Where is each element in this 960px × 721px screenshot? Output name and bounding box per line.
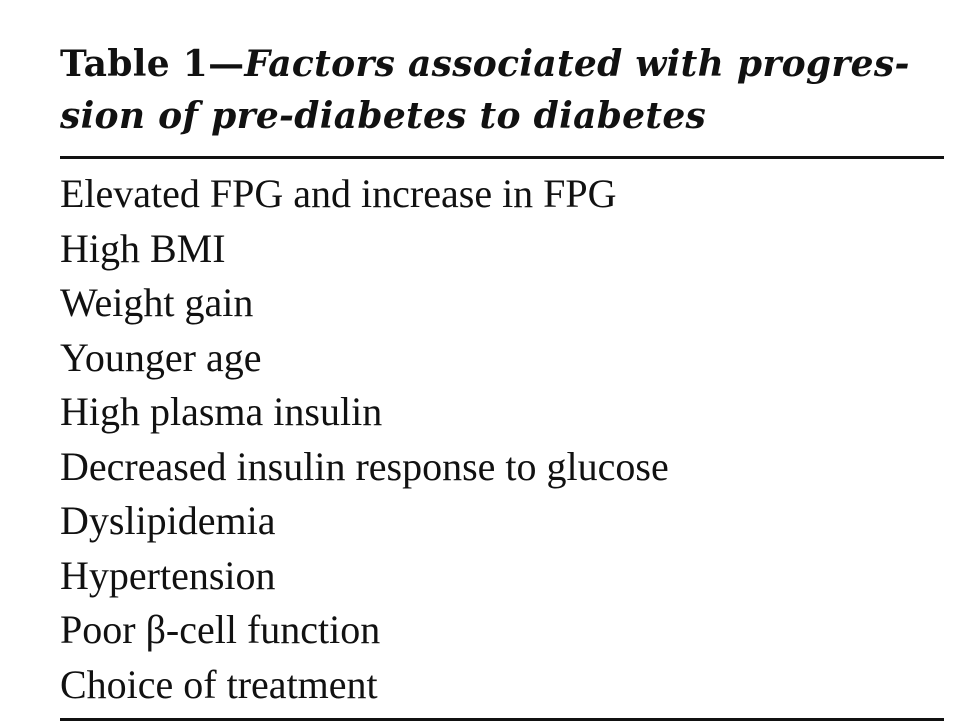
factor-row: Decreased insulin response to glucose: [60, 443, 669, 489]
factor-row: High BMI: [60, 225, 226, 271]
table-caption: Table 1—Factors associated with progres-…: [60, 38, 944, 142]
factor-row: High plasma insulin: [60, 389, 383, 434]
table-label: Table 1—: [60, 43, 245, 85]
factor-row: Poor β-cell function: [60, 607, 381, 652]
factor-list: Elevated FPG and increase in FPG High BM…: [60, 167, 944, 712]
table-1: Table 1—Factors associated with progres-…: [60, 38, 944, 721]
factor-row: Choice of treatment: [60, 661, 378, 707]
factor-row: Weight gain: [60, 280, 254, 325]
factor-row: Younger age: [60, 334, 262, 380]
top-rule: [60, 156, 944, 159]
factor-row: Dyslipidemia: [60, 498, 276, 543]
table-title-line-2: sion of pre-diabetes to diabetes: [60, 95, 707, 137]
factor-row: Hypertension: [60, 552, 276, 598]
factor-row: Elevated FPG and increase in FPG: [60, 171, 617, 216]
table-title-line-1: Factors associated with progres-: [244, 43, 910, 85]
